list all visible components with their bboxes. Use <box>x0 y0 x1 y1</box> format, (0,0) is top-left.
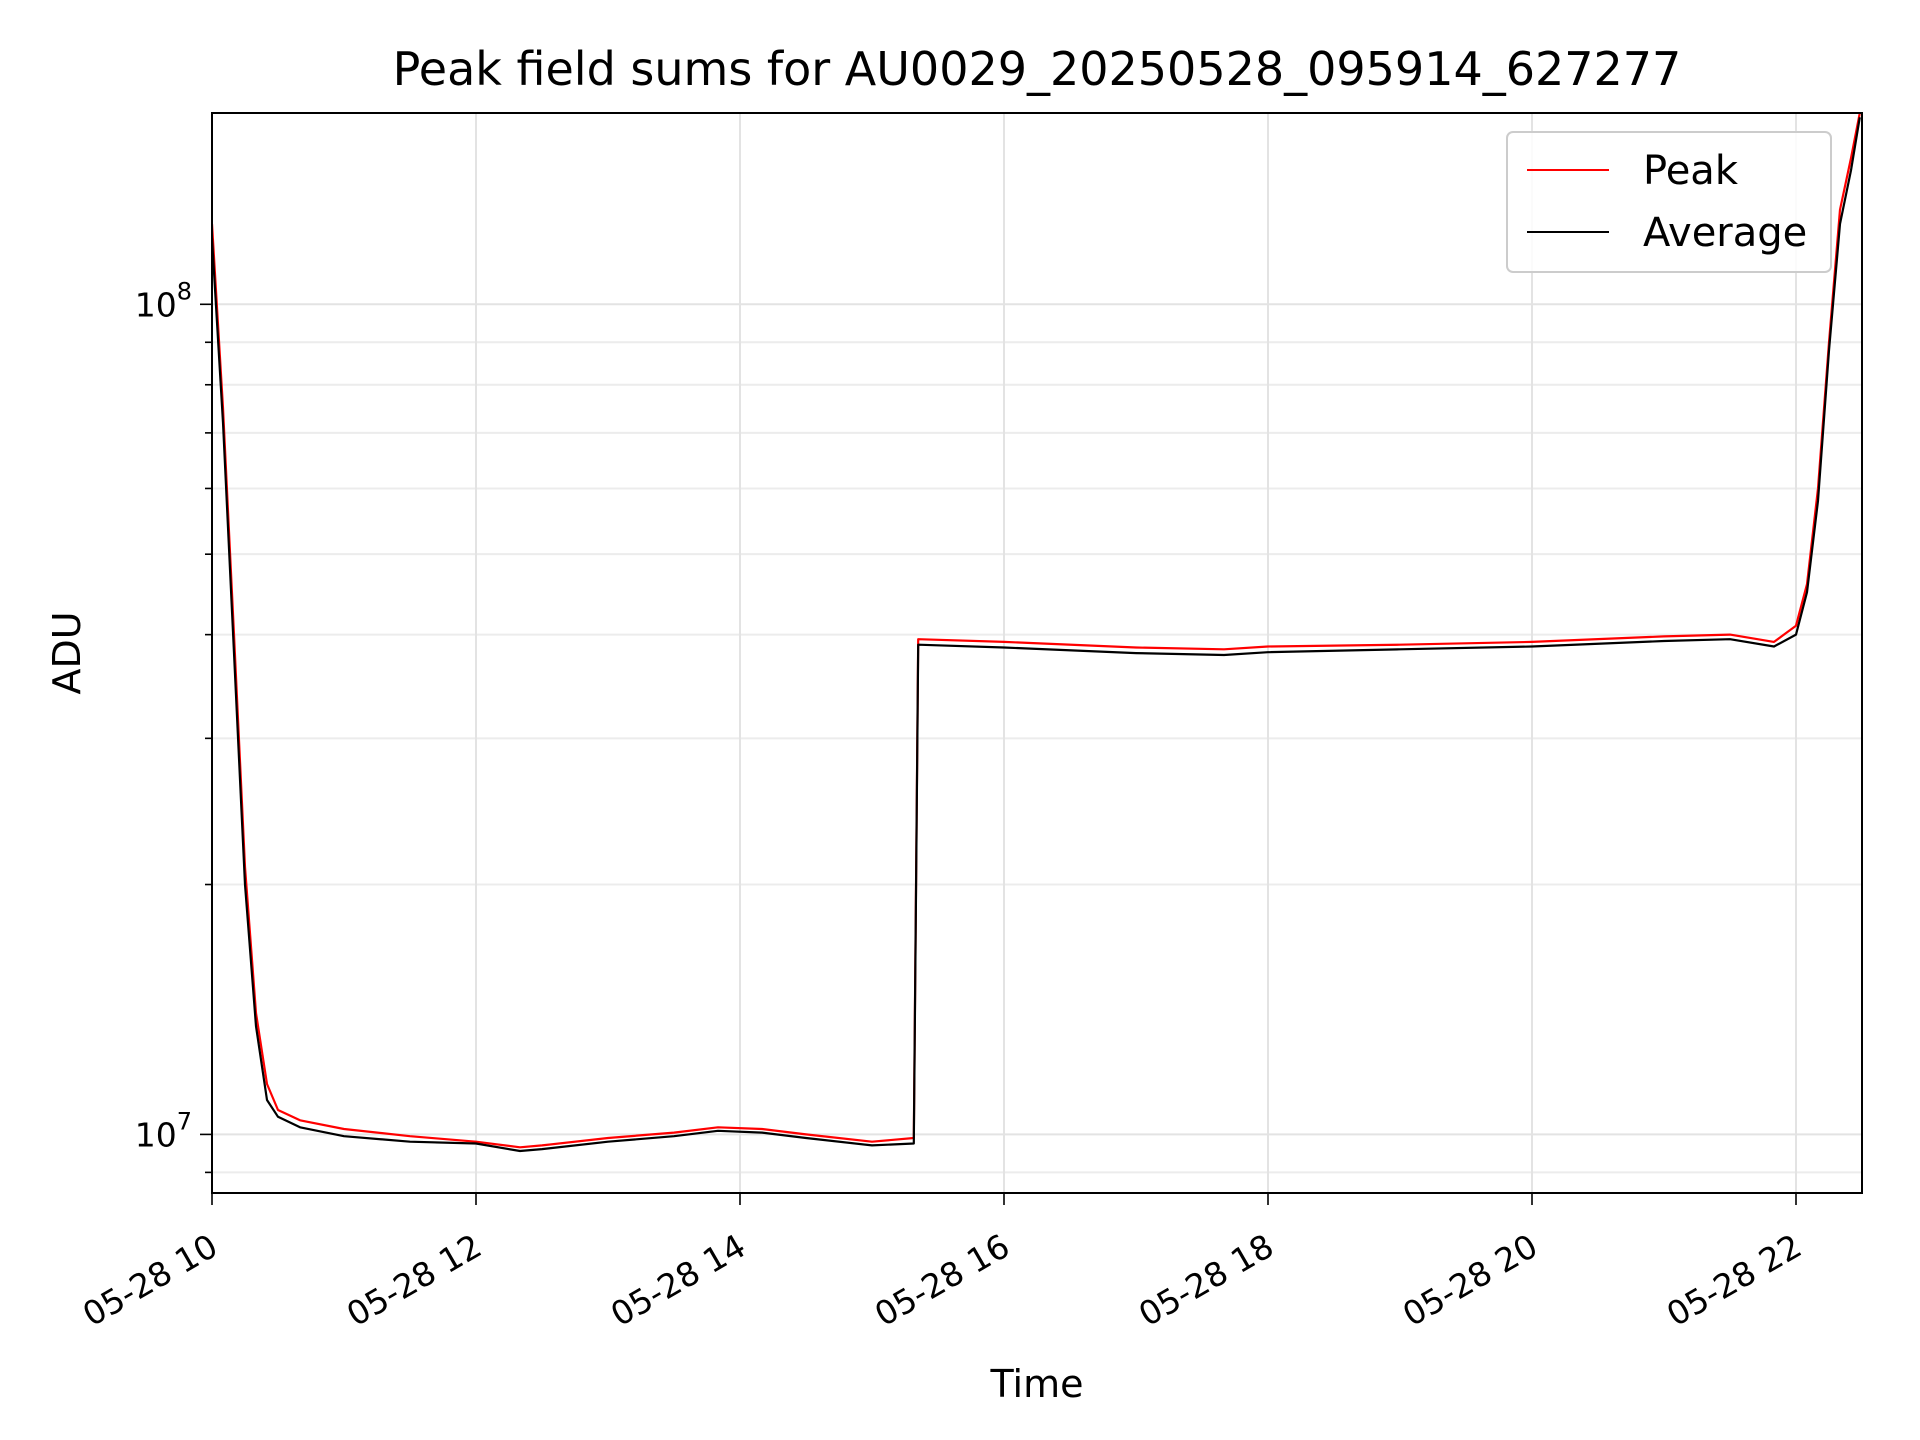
y-tick-label-base: 10 <box>135 1115 177 1154</box>
series-layer <box>212 113 1861 1153</box>
y-tick-label: 107 <box>135 1107 192 1154</box>
legend-label-peak: Peak <box>1643 148 1739 194</box>
legend-label-average: Average <box>1643 210 1807 256</box>
legend-box <box>1506 131 1832 273</box>
grid <box>211 113 1862 1193</box>
series-line-average <box>212 117 1861 1153</box>
series-line-peak <box>212 113 1861 1149</box>
y-tick-label: 108 <box>135 277 192 324</box>
y-axis-label: ADU <box>45 611 89 694</box>
plot-frame <box>211 112 1863 1194</box>
y-tick-label-base: 10 <box>135 285 177 324</box>
x-axis-label: Time <box>990 1362 1084 1406</box>
chart-title: Peak field sums for AU0029_20250528_0959… <box>393 42 1682 96</box>
y-tick-label-exponent: 7 <box>177 1107 192 1135</box>
legend: Peak Average <box>1506 131 1832 273</box>
y-tick-label-exponent: 8 <box>177 277 192 305</box>
